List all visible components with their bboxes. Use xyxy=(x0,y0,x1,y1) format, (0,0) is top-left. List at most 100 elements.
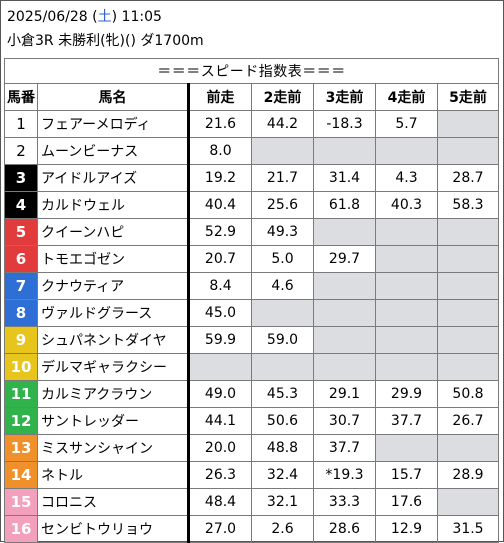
speed-value-1: 52.9 xyxy=(188,218,252,246)
horse-name: トモエゴゼン xyxy=(37,245,190,273)
speed-value-5 xyxy=(437,272,499,300)
table-row: 2 ムーンビーナス 8.0 xyxy=(4,137,499,165)
horse-number: 8 xyxy=(4,299,38,327)
speed-value-3: 37.7 xyxy=(313,434,376,462)
horse-number: 16 xyxy=(4,515,38,543)
speed-value-1: 20.7 xyxy=(188,245,252,273)
table-row: 15 コロニス 48.4 32.1 33.3 17.6 xyxy=(4,488,499,516)
speed-value-3 xyxy=(313,326,376,354)
horse-name: クイーンハピ xyxy=(37,218,190,246)
col-header-3back: 3走前 xyxy=(313,83,376,111)
horse-number: 4 xyxy=(4,191,38,219)
speed-value-2: 48.8 xyxy=(251,434,314,462)
col-header-5back: 5走前 xyxy=(437,83,499,111)
table-title: ＝＝＝スピード指数表＝＝＝ xyxy=(4,58,499,84)
table-row: 3 アイドルアイズ 19.2 21.7 31.4 4.3 28.7 xyxy=(4,164,499,192)
speed-value-2: 5.0 xyxy=(251,245,314,273)
table-row: 16 センビトウリョウ 27.0 2.6 28.6 12.9 31.5 xyxy=(4,515,499,543)
speed-value-3 xyxy=(313,299,376,327)
speed-value-4 xyxy=(375,299,438,327)
speed-value-5 xyxy=(437,353,499,381)
horse-name: クナウティア xyxy=(37,272,190,300)
speed-value-1: 19.2 xyxy=(188,164,252,192)
speed-value-4: 15.7 xyxy=(375,461,438,489)
horse-name: デルマギャラクシー xyxy=(37,353,190,381)
speed-value-5: 31.5 xyxy=(437,515,499,543)
speed-value-3: 30.7 xyxy=(313,407,376,435)
speed-value-2: 4.6 xyxy=(251,272,314,300)
speed-value-1: 48.4 xyxy=(188,488,252,516)
speed-value-3: 61.8 xyxy=(313,191,376,219)
speed-value-1: 8.4 xyxy=(188,272,252,300)
speed-value-3 xyxy=(313,272,376,300)
speed-value-4 xyxy=(375,245,438,273)
col-header-4back: 4走前 xyxy=(375,83,438,111)
horse-number: 10 xyxy=(4,353,38,381)
horse-name: ネトル xyxy=(37,461,190,489)
horse-number: 3 xyxy=(4,164,38,192)
speed-value-5 xyxy=(437,326,499,354)
horse-name: カルミアクラウン xyxy=(37,380,190,408)
speed-value-3 xyxy=(313,218,376,246)
horse-name: フェアーメロディ xyxy=(37,110,190,138)
horse-name: ムーンビーナス xyxy=(37,137,190,165)
speed-value-1: 45.0 xyxy=(188,299,252,327)
speed-value-5: 28.7 xyxy=(437,164,499,192)
speed-value-1: 44.1 xyxy=(188,407,252,435)
table-row: 7 クナウティア 8.4 4.6 xyxy=(4,272,499,300)
horse-number: 12 xyxy=(4,407,38,435)
horse-number: 15 xyxy=(4,488,38,516)
horse-number: 1 xyxy=(4,110,38,138)
horse-name: コロニス xyxy=(37,488,190,516)
speed-value-3: *19.3 xyxy=(313,461,376,489)
speed-value-5 xyxy=(437,137,499,165)
table-row: 14 ネトル 26.3 32.4 *19.3 15.7 28.9 xyxy=(4,461,499,489)
speed-value-1: 26.3 xyxy=(188,461,252,489)
table-row: 1 フェアーメロディ 21.6 44.2 -18.3 5.7 xyxy=(4,110,499,138)
horse-number: 7 xyxy=(4,272,38,300)
speed-value-3: -18.3 xyxy=(313,110,376,138)
horse-name: ヴァルドグラース xyxy=(37,299,190,327)
horse-name: カルドウェル xyxy=(37,191,190,219)
speed-value-3: 29.7 xyxy=(313,245,376,273)
speed-value-4: 37.7 xyxy=(375,407,438,435)
speed-value-1: 27.0 xyxy=(188,515,252,543)
table-row: 5 クイーンハピ 52.9 49.3 xyxy=(4,218,499,246)
horse-name: シュパネントダイヤ xyxy=(37,326,190,354)
speed-value-5: 50.8 xyxy=(437,380,499,408)
speed-value-4: 40.3 xyxy=(375,191,438,219)
speed-value-1 xyxy=(188,353,252,381)
speed-value-4: 4.3 xyxy=(375,164,438,192)
speed-value-5 xyxy=(437,434,499,462)
speed-value-4: 29.9 xyxy=(375,380,438,408)
table-row: 9 シュパネントダイヤ 59.9 59.0 xyxy=(4,326,499,354)
speed-value-2: 44.2 xyxy=(251,110,314,138)
speed-value-5: 58.3 xyxy=(437,191,499,219)
speed-value-5 xyxy=(437,488,499,516)
speed-value-5 xyxy=(437,218,499,246)
speed-value-1: 21.6 xyxy=(188,110,252,138)
race-datetime: 2025/06/28 (土) 11:05 xyxy=(7,9,162,25)
horse-name: ミスサンシャイン xyxy=(37,434,190,462)
speed-value-4 xyxy=(375,326,438,354)
speed-value-1: 59.9 xyxy=(188,326,252,354)
table-row: 4 カルドウェル 40.4 25.6 61.8 40.3 58.3 xyxy=(4,191,499,219)
horse-number: 2 xyxy=(4,137,38,165)
speed-value-3: 31.4 xyxy=(313,164,376,192)
race-info: 小倉3R 未勝利(牝)() ダ1700m xyxy=(7,33,204,49)
speed-value-1: 8.0 xyxy=(188,137,252,165)
table-row: 6 トモエゴゼン 20.7 5.0 29.7 xyxy=(4,245,499,273)
col-header-last: 前走 xyxy=(188,83,252,111)
speed-value-2 xyxy=(251,137,314,165)
table-row: 13 ミスサンシャイン 20.0 48.8 37.7 xyxy=(4,434,499,462)
horse-number: 5 xyxy=(4,218,38,246)
speed-value-1: 49.0 xyxy=(188,380,252,408)
speed-value-1: 20.0 xyxy=(188,434,252,462)
speed-value-4: 5.7 xyxy=(375,110,438,138)
speed-value-3 xyxy=(313,353,376,381)
speed-value-2: 59.0 xyxy=(251,326,314,354)
horse-number: 11 xyxy=(4,380,38,408)
speed-value-4 xyxy=(375,137,438,165)
speed-value-5: 28.9 xyxy=(437,461,499,489)
speed-value-2: 25.6 xyxy=(251,191,314,219)
